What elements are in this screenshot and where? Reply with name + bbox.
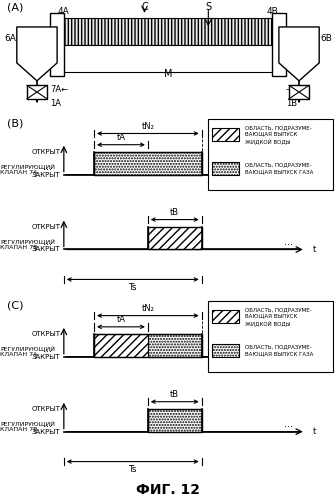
Text: ...: ... <box>43 237 51 247</box>
Text: ...: ... <box>285 419 293 429</box>
Text: ЗАКРЫТ: ЗАКРЫТ <box>32 247 60 252</box>
Bar <box>208 119 333 190</box>
Text: Ts: Ts <box>128 283 137 292</box>
Bar <box>94 334 202 357</box>
Text: 6A: 6A <box>4 33 16 43</box>
Text: t: t <box>312 245 316 254</box>
Text: ОТКРЫТ: ОТКРЫТ <box>32 331 60 337</box>
Text: 7A←: 7A← <box>50 85 69 94</box>
Bar <box>208 300 333 372</box>
Bar <box>50 13 64 76</box>
Bar <box>27 85 47 99</box>
Text: ...: ... <box>285 344 293 354</box>
Bar <box>148 334 202 357</box>
Text: 4A: 4A <box>58 7 70 16</box>
Text: РЕГУЛИРУЮЩИЙ
КЛАПАН 7А: РЕГУЛИРУЮЩИЙ КЛАПАН 7А <box>0 163 55 175</box>
Text: ОТКРЫТ: ОТКРЫТ <box>32 224 60 230</box>
Text: (C): (C) <box>7 300 23 311</box>
Text: →7B: →7B <box>286 85 304 94</box>
Text: t: t <box>312 427 316 436</box>
Text: ...: ... <box>43 344 51 354</box>
Text: S: S <box>205 2 211 12</box>
Text: M: M <box>164 69 172 79</box>
Text: tB: tB <box>170 208 179 217</box>
Bar <box>60 45 276 72</box>
Bar <box>272 13 286 76</box>
Text: ФИГ. 12: ФИГ. 12 <box>136 483 200 498</box>
Bar <box>148 409 202 432</box>
Bar <box>289 85 309 99</box>
Bar <box>212 162 239 175</box>
Text: (B): (B) <box>7 118 23 129</box>
Bar <box>148 227 202 250</box>
Text: ОТКРЫТ: ОТКРЫТ <box>32 149 60 155</box>
Text: ...: ... <box>285 237 293 247</box>
Bar <box>94 334 148 357</box>
Text: t: t <box>312 170 316 179</box>
Text: tN₂: tN₂ <box>141 122 154 131</box>
Bar <box>94 152 202 175</box>
Text: РЕГУЛИРУЮЩИЙ
КЛАПАН 7В: РЕГУЛИРУЮЩИЙ КЛАПАН 7В <box>0 420 55 432</box>
Bar <box>212 344 239 357</box>
Polygon shape <box>17 27 57 81</box>
Bar <box>60 18 276 45</box>
Text: ЗАКРЫТ: ЗАКРЫТ <box>32 429 60 435</box>
Text: ...: ... <box>285 162 293 172</box>
Text: tA: tA <box>117 315 125 324</box>
Text: tB: tB <box>170 390 179 399</box>
Text: ОТКРЫТ: ОТКРЫТ <box>32 406 60 412</box>
Text: ОБЛАСТЬ, ПОДРАЗУМЕ-
ВАЮЩАЯ ВЫПУСК ГАЗА: ОБЛАСТЬ, ПОДРАЗУМЕ- ВАЮЩАЯ ВЫПУСК ГАЗА <box>245 345 313 356</box>
Text: 6B: 6B <box>320 33 332 43</box>
Text: ОБЛАСТЬ, ПОДРАЗУМЕ-
ВАЮЩАЯ ВЫПУСК
ЖИДКОЙ ВОДЫ: ОБЛАСТЬ, ПОДРАЗУМЕ- ВАЮЩАЯ ВЫПУСК ЖИДКОЙ… <box>245 125 312 144</box>
Text: tA: tA <box>117 133 125 142</box>
Text: ЗАКРЫТ: ЗАКРЫТ <box>32 354 60 360</box>
Text: t: t <box>312 352 316 361</box>
Text: ОБЛАСТЬ, ПОДРАЗУМЕ-
ВАЮЩАЯ ВЫПУСК ГАЗА: ОБЛАСТЬ, ПОДРАЗУМЕ- ВАЮЩАЯ ВЫПУСК ГАЗА <box>245 163 313 174</box>
Bar <box>94 152 202 175</box>
Text: tN₂: tN₂ <box>141 304 154 313</box>
Text: РЕГУЛИРУЮЩИЙ
КЛАПАН 7А: РЕГУЛИРУЮЩИЙ КЛАПАН 7А <box>0 345 55 357</box>
Text: (A): (A) <box>7 2 23 12</box>
Text: 4B: 4B <box>266 7 278 16</box>
Bar <box>212 310 239 323</box>
Text: ...: ... <box>43 419 51 429</box>
Text: C: C <box>141 2 148 12</box>
Text: ОБЛАСТЬ, ПОДРАЗУМЕ-
ВАЮЩАЯ ВЫПУСК
ЖИДКОЙ ВОДЫ: ОБЛАСТЬ, ПОДРАЗУМЕ- ВАЮЩАЯ ВЫПУСК ЖИДКОЙ… <box>245 307 312 326</box>
Text: ...: ... <box>43 162 51 172</box>
Text: ЗАКРЫТ: ЗАКРЫТ <box>32 172 60 178</box>
Polygon shape <box>279 27 319 81</box>
Text: РЕГУЛИРУЮЩИЙ
КЛАПАН 7В: РЕГУЛИРУЮЩИЙ КЛАПАН 7В <box>0 238 55 250</box>
Text: 1B: 1B <box>286 99 297 108</box>
Bar <box>212 128 239 141</box>
Text: 1A: 1A <box>50 99 61 108</box>
Text: Ts: Ts <box>128 465 137 475</box>
